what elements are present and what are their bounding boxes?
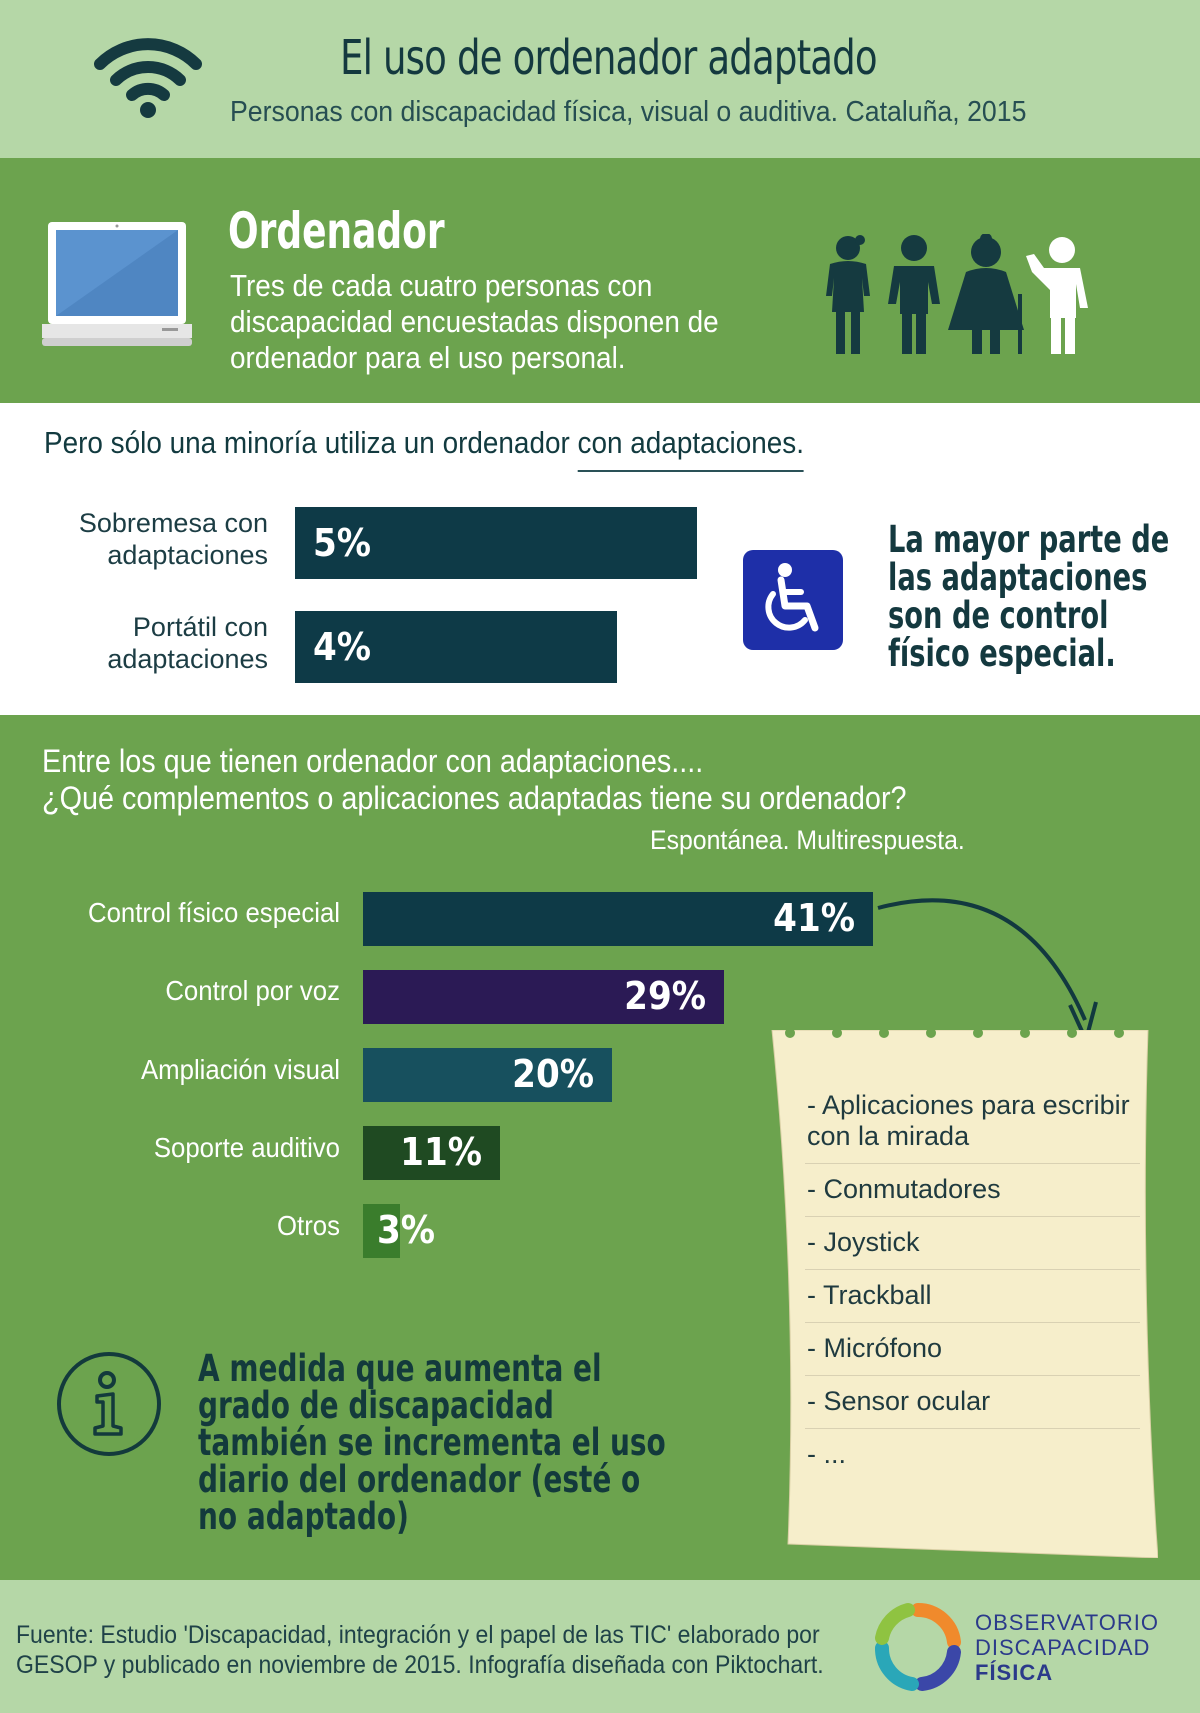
laptop-icon	[42, 222, 192, 346]
bar-otros: 3%	[363, 1204, 435, 1258]
bar-label: Otros	[277, 1210, 340, 1241]
bar-sobremesa: 5%	[295, 507, 697, 579]
minoria-title-prefix: Pero sólo una minoría utiliza un ordenad…	[44, 425, 578, 460]
people-icon	[826, 234, 1088, 354]
observatorio-logo	[874, 1602, 961, 1691]
bar-label-portatil: Portátil con adaptaciones	[28, 611, 268, 675]
bar-value: 5%	[313, 521, 372, 565]
wheelchair-icon	[743, 550, 843, 650]
list-item: - Trackball	[805, 1270, 1140, 1323]
page-title: El uso de ordenador adaptado	[340, 30, 878, 86]
bar-label: Control por voz	[165, 975, 340, 1006]
source-text: Fuente: Estudio 'Discapacidad, integraci…	[16, 1621, 824, 1679]
list-item: - Conmutadores	[805, 1164, 1140, 1217]
list-item: - Micrófono	[805, 1323, 1140, 1376]
bar-ampliacion-visual: 20%	[363, 1048, 612, 1102]
page-subtitle: Personas con discapacidad física, visual…	[230, 96, 1027, 128]
footer: Fuente: Estudio 'Discapacidad, integraci…	[0, 1580, 1200, 1713]
adaptaciones-callout: La mayor parte de las adaptaciones son d…	[888, 518, 1170, 675]
bar-label-sobremesa: Sobremesa con adaptaciones	[28, 507, 268, 571]
info-text: A medida que aumenta el grado de discapa…	[198, 1347, 666, 1538]
bar-value: 11%	[400, 1130, 482, 1174]
observatorio-logo-text: OBSERVATORIO DISCAPACIDAD FÍSICA	[975, 1610, 1159, 1685]
bar-label: Control físico especial	[88, 897, 340, 928]
question-line: Entre los que tienen ordenador con adapt…	[42, 743, 704, 779]
question-line: ¿Qué complementos o aplicaciones adaptad…	[42, 780, 907, 816]
list-item: - Joystick	[805, 1217, 1140, 1270]
bar-portatil: 4%	[295, 611, 617, 683]
minoria-title-highlight: con adaptaciones.	[577, 425, 805, 472]
bar-value: 41%	[773, 896, 855, 940]
bar-label-line: Portátil con	[132, 612, 268, 642]
bar-value: 29%	[624, 974, 706, 1018]
bar-value: 3%	[377, 1208, 436, 1252]
complementos-note: Espontánea. Multirespuesta.	[650, 825, 965, 855]
wifi-icon	[94, 38, 202, 118]
ordenador-heading: Ordenador	[228, 202, 445, 260]
info-icon	[57, 1352, 161, 1456]
bar-label-line: Sobremesa con	[78, 508, 268, 538]
complementos-question: Entre los que tienen ordenador con adapt…	[42, 743, 1032, 817]
bar-label: Soporte auditivo	[153, 1132, 340, 1163]
ordenador-section: Ordenador Tres de cada cuatro personas c…	[0, 158, 1200, 403]
list-item: - ...	[807, 1439, 846, 1469]
note-paper	[771, 1030, 1158, 1558]
ordenador-text: Tres de cada cuatro personas con discapa…	[230, 268, 719, 375]
adaptaciones-list: - Aplicaciones para escribir con la mira…	[805, 1080, 1140, 1481]
header: El uso de ordenador adaptado Personas co…	[0, 0, 1200, 158]
logo-line: FÍSICA	[975, 1660, 1054, 1685]
curved-arrow-icon	[877, 898, 1098, 1042]
bar-label: Ampliación visual	[140, 1054, 340, 1085]
bar-control-voz: 29%	[363, 970, 724, 1024]
logo-line: DISCAPACIDAD	[975, 1635, 1151, 1660]
list-item: - Sensor ocular	[805, 1376, 1140, 1429]
bar-value: 20%	[512, 1052, 594, 1096]
logo-line: OBSERVATORIO	[975, 1610, 1159, 1635]
bar-value: 4%	[313, 625, 372, 669]
minoria-section: Pero sólo una minoría utiliza un ordenad…	[0, 403, 1200, 715]
list-item: - Aplicaciones para escribir con la mira…	[805, 1080, 1140, 1164]
bar-label-line: adaptaciones	[107, 644, 268, 674]
bar-soporte-auditivo: 11%	[363, 1126, 500, 1180]
bar-label-line: adaptaciones	[107, 540, 268, 570]
bar-control-fisico: 41%	[363, 892, 873, 946]
minoria-title: Pero sólo una minoría utiliza un ordenad…	[44, 425, 805, 472]
